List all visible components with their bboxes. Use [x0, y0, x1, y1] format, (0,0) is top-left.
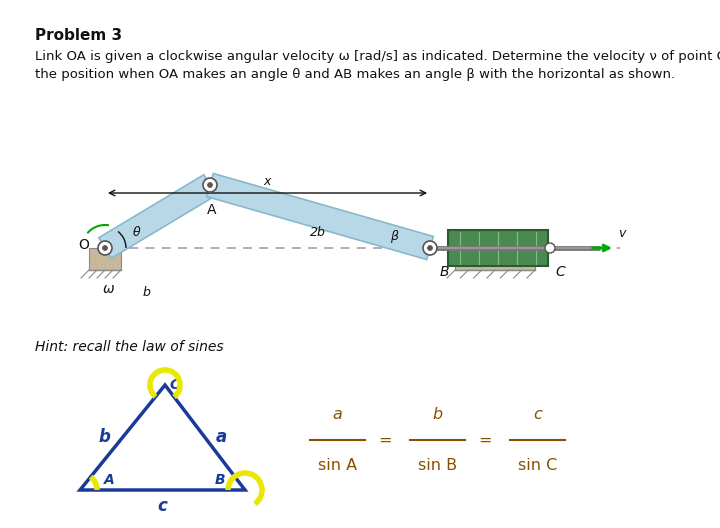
Polygon shape	[207, 174, 433, 260]
Text: sin A: sin A	[318, 458, 357, 473]
Text: A: A	[207, 203, 217, 217]
Text: c: c	[533, 407, 542, 422]
Text: sin C: sin C	[518, 458, 557, 473]
Text: b: b	[433, 407, 443, 422]
Circle shape	[102, 246, 107, 250]
Text: sin B: sin B	[418, 458, 457, 473]
Text: θ: θ	[133, 226, 140, 239]
Text: the position when OA makes an angle θ and AB makes an angle β with the horizonta: the position when OA makes an angle θ an…	[35, 68, 675, 81]
Circle shape	[545, 243, 555, 253]
Text: c: c	[158, 497, 168, 515]
Text: β: β	[390, 230, 398, 243]
Text: C: C	[555, 265, 564, 279]
Polygon shape	[455, 248, 535, 270]
Text: b: b	[99, 429, 110, 447]
Text: Link OA is given a clockwise angular velocity ω [rad/s] as indicated. Determine : Link OA is given a clockwise angular vel…	[35, 50, 720, 63]
Text: B: B	[440, 265, 449, 279]
Text: Hint: recall the law of sines: Hint: recall the law of sines	[35, 340, 224, 354]
Polygon shape	[89, 248, 121, 270]
Text: C: C	[169, 378, 179, 392]
Circle shape	[428, 246, 433, 250]
Polygon shape	[99, 175, 216, 258]
Text: =: =	[378, 432, 392, 448]
Text: b: b	[143, 286, 151, 299]
Circle shape	[423, 241, 437, 255]
Circle shape	[98, 241, 112, 255]
Text: O: O	[78, 238, 89, 252]
Text: ω: ω	[103, 282, 114, 296]
Text: =: =	[478, 432, 492, 448]
Text: v: v	[618, 227, 626, 240]
Text: x: x	[264, 175, 271, 188]
Bar	[448, 230, 548, 266]
Text: 2b: 2b	[310, 227, 326, 240]
Text: a: a	[333, 407, 343, 422]
Circle shape	[207, 183, 212, 187]
Text: A: A	[104, 473, 114, 487]
Circle shape	[203, 178, 217, 192]
Text: Problem 3: Problem 3	[35, 28, 122, 43]
Text: a: a	[215, 429, 227, 447]
Text: B: B	[215, 473, 225, 487]
